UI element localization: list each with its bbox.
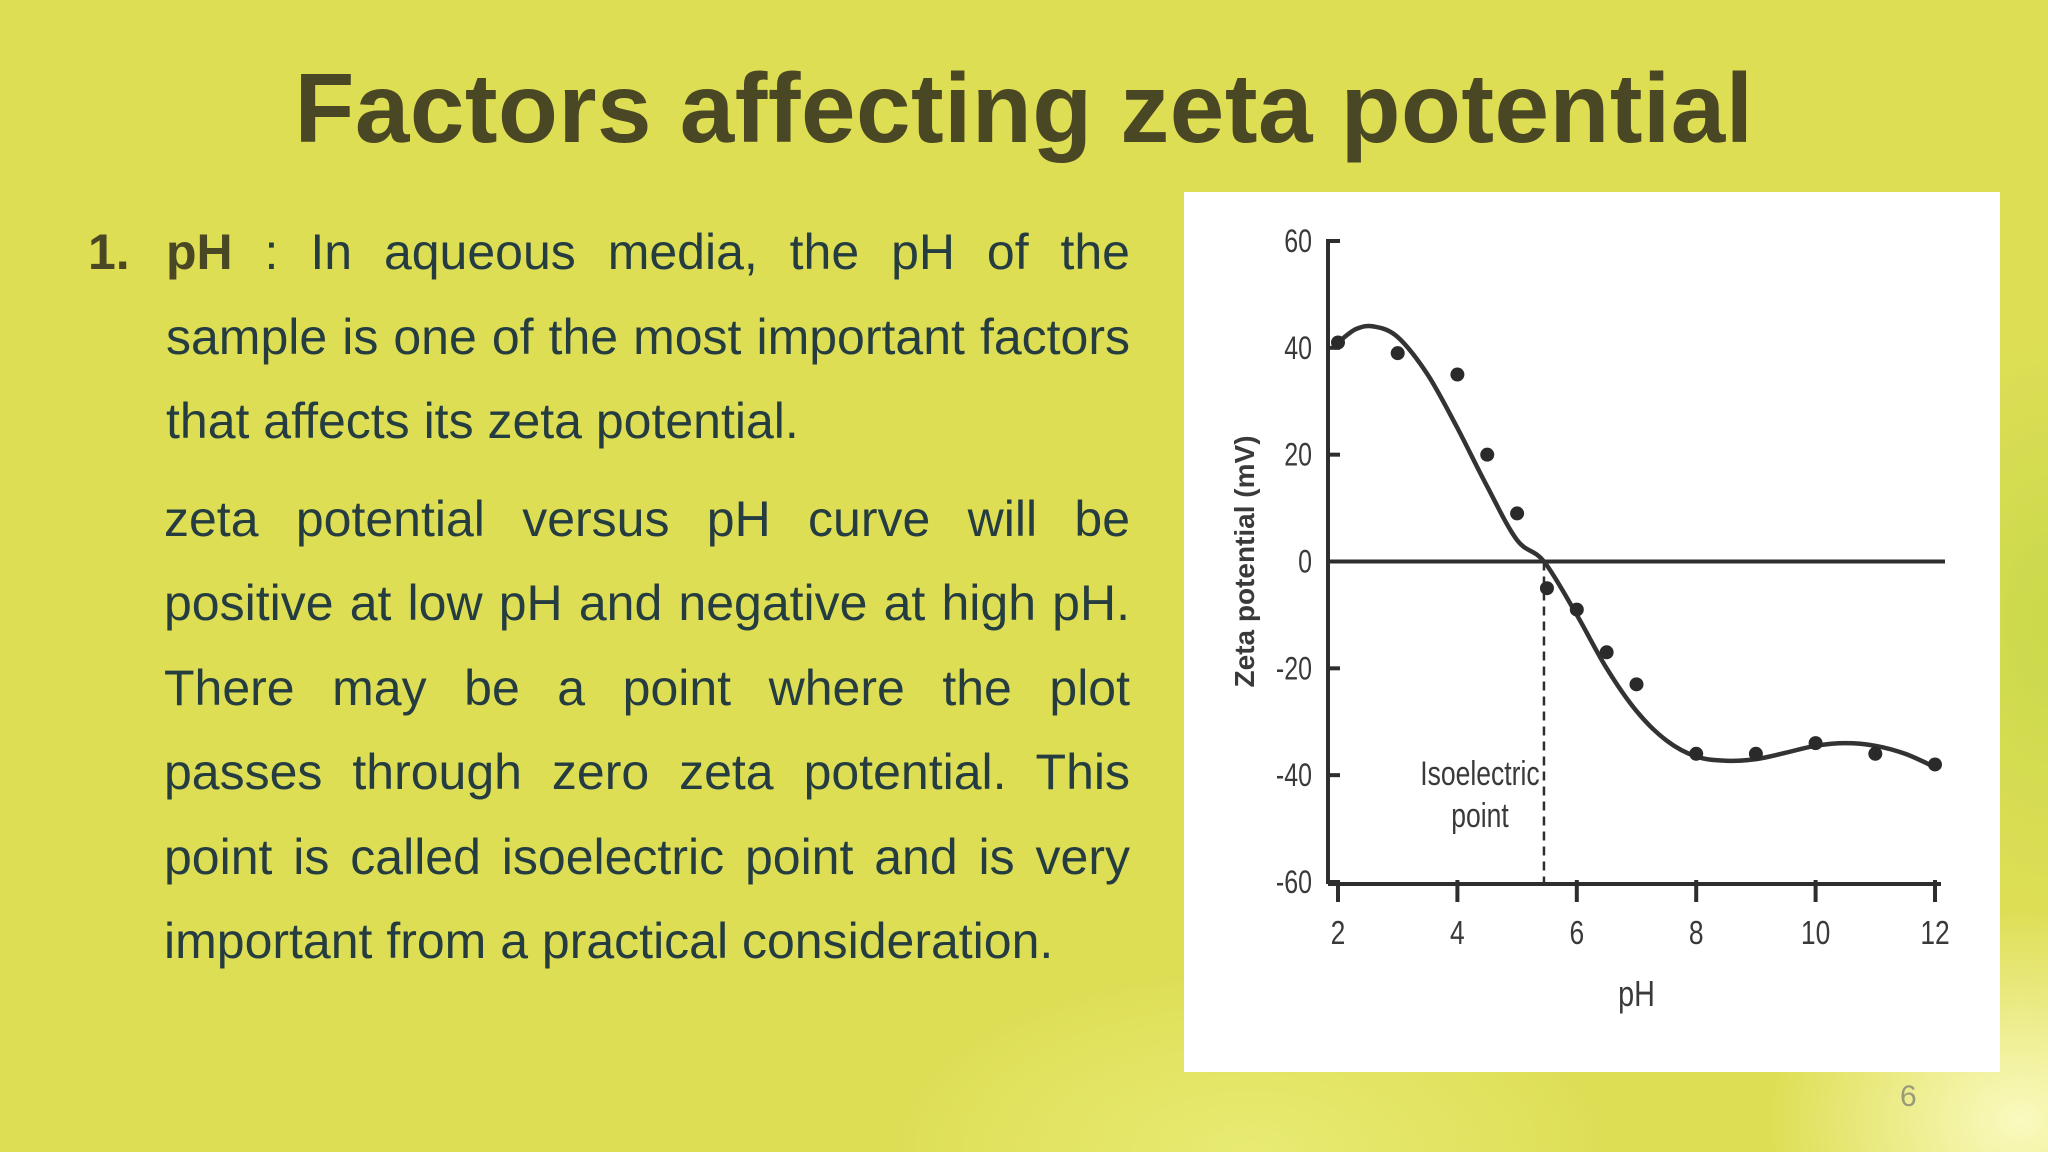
slide-number: 6 <box>1900 1080 1917 1113</box>
body-text: 1. pH : In aqueous media, the pH of the … <box>88 210 1130 984</box>
list-number: 1. <box>88 224 130 280</box>
paragraph-1: pH : In aqueous media, the pH of the sam… <box>166 210 1130 464</box>
x-tick-label: 2 <box>1331 915 1346 951</box>
x-tick-label: 10 <box>1801 915 1830 951</box>
data-point <box>1599 645 1614 660</box>
data-point <box>1808 736 1823 751</box>
zeta-potential-chart: 60 40 20 0 -20 -40 -60 2 4 6 8 10 12 Isoelectric point… <box>1229 224 1950 1014</box>
data-point <box>1390 346 1405 361</box>
y-tick-label: -40 <box>1276 758 1312 794</box>
data-point <box>1331 335 1345 350</box>
chart-panel: 60 40 20 0 -20 -40 -60 2 4 6 8 10 12 Isoelectric point… <box>1184 192 2000 1072</box>
y-tick-label: 20 <box>1284 438 1312 474</box>
data-point <box>1480 447 1495 462</box>
y-tick-label: -60 <box>1276 865 1312 901</box>
keyword-ph: pH <box>166 224 233 280</box>
x-axis-title: pH <box>1618 973 1655 1014</box>
data-point <box>1689 746 1704 761</box>
y-axis-title: Zeta potential (mV) <box>1229 435 1260 687</box>
isoelectric-label: Isoelectric <box>1420 755 1539 793</box>
y-tick-label: 60 <box>1284 224 1312 260</box>
data-point <box>1748 746 1763 761</box>
x-tick-label: 4 <box>1450 915 1465 951</box>
y-tick-label: 0 <box>1298 545 1312 581</box>
list-item-ph: 1. pH : In aqueous media, the pH of the … <box>88 210 1130 464</box>
x-tick-label: 8 <box>1689 915 1704 951</box>
x-tick-label: 6 <box>1569 915 1584 951</box>
paragraph-2: zeta potential versus pH curve will be p… <box>164 490 1130 970</box>
paragraph-1-text: : In aqueous media, the pH of the sample… <box>166 224 1130 449</box>
slide-title: Factors affecting zeta potential <box>294 53 1754 163</box>
data-point <box>1569 602 1584 617</box>
fit-curve <box>1335 323 1938 770</box>
y-tick-label: 40 <box>1284 331 1312 367</box>
x-tick-label: 12 <box>1920 915 1949 951</box>
data-point <box>1928 757 1942 772</box>
y-tick-label: -20 <box>1276 651 1312 687</box>
data-point <box>1510 506 1525 521</box>
data-point <box>1539 581 1554 596</box>
data-point <box>1868 746 1883 761</box>
isoelectric-label-line2: point <box>1451 797 1509 835</box>
data-point <box>1450 367 1465 382</box>
data-point <box>1629 677 1644 692</box>
